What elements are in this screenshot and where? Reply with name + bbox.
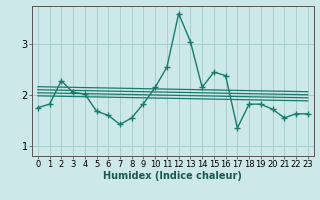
X-axis label: Humidex (Indice chaleur): Humidex (Indice chaleur) [103,171,242,181]
